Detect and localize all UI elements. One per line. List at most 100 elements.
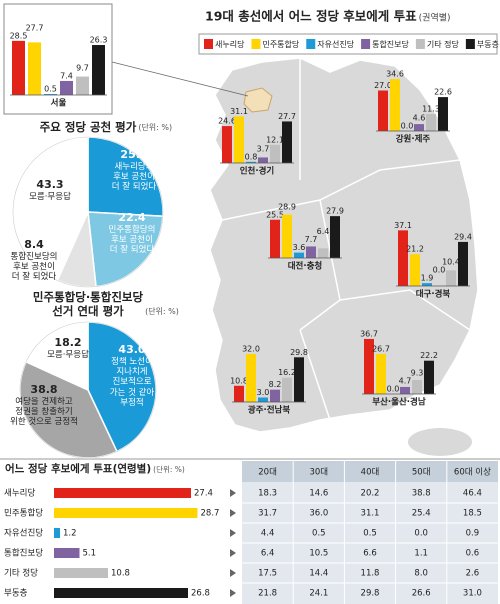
bar [246,354,256,402]
bar [318,248,328,258]
pie-slice-label: 민주통합당의 후보 공천이 더 잘 되었다 [108,225,156,256]
region-label: 서울 [51,98,67,109]
table-cell: 24.1 [309,589,328,599]
value-label: 0.5 [44,85,57,94]
chart-subtitle: (권역별) [419,12,451,24]
table-header: 40대 [361,468,380,478]
pie-value-label: 8.4 [24,238,44,251]
category-label: 새누리당 [4,488,35,499]
value-label: 31.1 [230,107,248,116]
value-label: 27.7 [26,23,44,32]
bar [222,126,232,163]
value-label: 0.0 [433,266,446,275]
table-cell: 25.4 [412,509,431,519]
bar [234,385,244,402]
table-cell: 36.0 [309,509,328,519]
value-label: 28.5 [10,31,28,40]
table-cell: 31.7 [258,509,277,519]
jeju-island [408,428,472,456]
bar [414,124,424,131]
row-arrow [230,529,236,537]
region-label: 광주·전남북 [248,405,291,416]
table-cell: 14.6 [309,489,328,499]
value-label: 0.0 [401,122,414,131]
bar [28,42,41,95]
bar [426,114,436,131]
table-cell: 4.4 [261,529,275,539]
row-arrow [230,569,236,577]
value-label: 22.2 [420,351,438,360]
bar [234,116,244,163]
legend-swatch [204,39,213,49]
value-label: 10.8 [111,569,130,579]
bar [60,80,73,95]
bar [378,90,388,131]
table-cell: 38.8 [412,489,431,499]
value-label: 3.6 [293,243,306,252]
legend-swatch [361,39,371,49]
table-cell: 26.6 [412,589,431,599]
pie-slice-label: 여당을 견제하고 정권을 창출하기 위한 것으로 긍정적 [10,397,78,428]
legend-label: 민주통합당 [262,39,299,49]
bar [424,360,434,394]
category-label: 통합진보당 [4,548,43,559]
value-label: 3.7 [257,144,270,153]
bar [270,144,280,163]
value-label: 29.4 [454,232,472,241]
value-label: 9.7 [76,63,89,72]
bar [412,380,422,394]
chart-title: 주요 정당 공천 평가 [39,120,137,134]
value-label: 12.1 [266,135,284,144]
table-cell: 2.6 [466,569,480,579]
pie-value-label: 22.4 [118,211,146,224]
bar [54,528,60,538]
value-label: 27.0 [374,81,392,90]
region-label: 인천·경기 [240,166,275,177]
bar [246,161,256,163]
table-cell: 0.5 [363,529,377,539]
category-label: 부동층 [4,589,28,599]
table-cell: 6.4 [261,549,275,559]
value-label: 27.4 [194,489,213,499]
bar [410,254,420,286]
bar [282,214,292,258]
table-cell: 10.5 [309,549,328,559]
chart-subtitle: (단위: %) [145,306,179,316]
pie-slice-label: 통합진보당의 후보 공천이 더 잘 되었다 [10,252,58,283]
value-label: 6.4 [317,227,330,236]
bar [270,219,280,258]
table-header: 20대 [258,468,277,478]
legend-label: 기타 정당 [427,39,460,49]
pie-value-label: 18.2 [54,336,82,349]
pie-value-label: 25.9 [120,148,148,161]
bar [390,79,400,131]
table-cell: 17.5 [258,569,277,579]
table-cell: 18.5 [463,509,482,519]
table-header: 30대 [309,468,328,478]
pie-slice-label: 새누리당의 후보 공천이 더 잘 되었다 [111,162,157,193]
value-label: 25.5 [266,210,284,219]
value-label: 0.0 [387,385,400,394]
value-label: 27.9 [326,207,344,216]
value-label: 32.0 [242,345,260,354]
bar [54,588,188,598]
chart-title: 민주통합당·통합진보당 선거 연대 평가 [32,290,144,318]
bar [438,97,448,131]
value-label: 0.8 [245,152,258,161]
value-label: 36.7 [360,329,378,338]
legend-label: 새누리당 [215,39,245,49]
category-label: 자유선진당 [4,528,43,539]
value-label: 28.9 [278,202,296,211]
pie-value-label: 43.0 [118,343,146,356]
chart-subtitle: (단위: %) [153,464,185,474]
value-label: 34.6 [386,70,404,79]
bar [54,508,198,518]
value-label: 11.3 [422,105,440,114]
pie-outline [19,321,157,459]
value-label: 22.6 [434,88,452,97]
region-label: 대구·경북 [416,289,451,300]
legend-swatch [306,39,316,49]
table-header: 50대 [412,468,431,478]
value-label: 29.8 [290,348,308,357]
value-label: 4.6 [413,114,426,123]
